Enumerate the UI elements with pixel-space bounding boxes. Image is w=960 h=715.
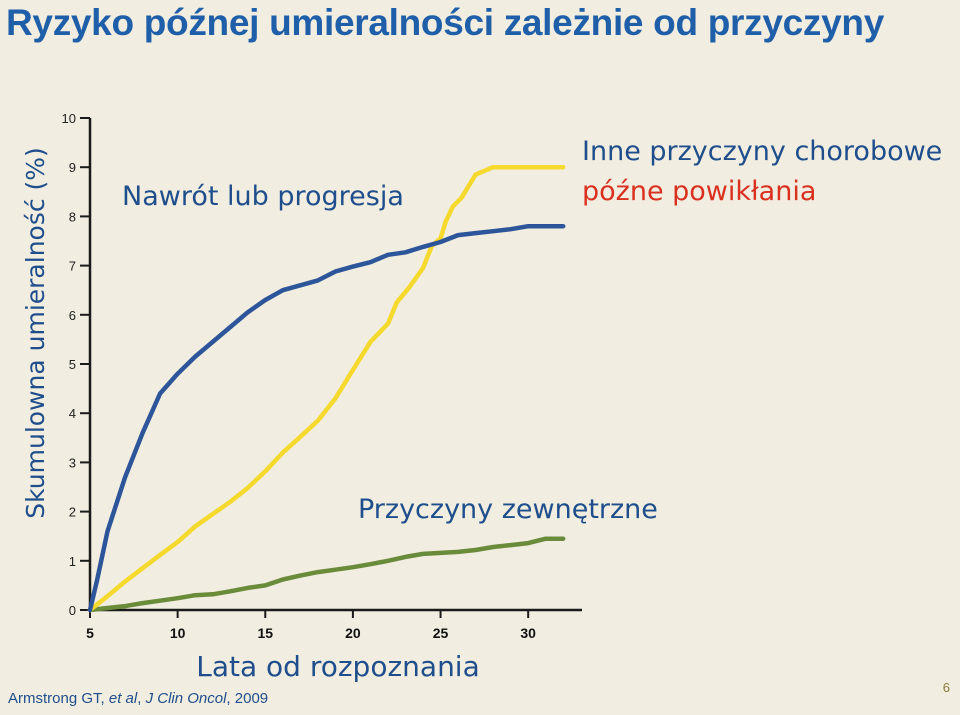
x-tick-label: 30 <box>520 625 536 641</box>
x-axis-label: Lata od rozpoznania <box>196 650 480 683</box>
y-tick-label: 3 <box>69 455 76 470</box>
y-tick-label: 6 <box>69 308 76 323</box>
annotation-przyczyny-zewnetrzne: Przyczyny zewnętrzne <box>358 494 658 525</box>
citation-journal: J Clin Oncol <box>145 690 227 707</box>
y-tick-label: 0 <box>69 603 76 618</box>
ticks: 0 1 2 3 4 5 6 7 8 9 10 5 10 15 20 25 30 <box>62 111 537 641</box>
y-tick-label: 5 <box>69 357 76 372</box>
series-lines <box>87 164 566 613</box>
annotation-pozne-powiklania: późne powikłania <box>582 176 816 207</box>
y-axis-label: Skumulowna umieralność (%) <box>21 147 50 519</box>
y-tick-label: 9 <box>69 160 76 175</box>
annotation-nawrot: Nawrót lub progresja <box>122 181 404 212</box>
x-tick-label: 20 <box>345 625 361 641</box>
citation-year: , 2009 <box>226 690 269 707</box>
x-tick-label: 25 <box>433 625 449 641</box>
citation: Armstrong GT, et al, J Clin Oncol, 2009 <box>8 690 268 707</box>
series-line-0 <box>87 223 566 613</box>
annotation-inne-przyczyny: Inne przyczyny chorobowe <box>582 136 942 167</box>
series-line-2 <box>87 536 566 613</box>
series-line-1 <box>87 164 566 613</box>
citation-sep: , <box>137 690 146 707</box>
page-number: 6 <box>942 680 950 695</box>
citation-etal: et al <box>108 690 138 707</box>
y-tick-label: 1 <box>69 554 76 569</box>
y-tick-label: 8 <box>69 209 76 224</box>
slide-title: Ryzyko późnej umieralności zależnie od p… <box>6 2 884 43</box>
x-tick-label: 15 <box>257 625 273 641</box>
citation-authors: Armstrong GT, <box>8 690 109 707</box>
x-tick-label: 10 <box>170 625 186 641</box>
y-tick-label: 7 <box>69 259 76 274</box>
y-tick-label: 10 <box>62 111 76 126</box>
x-tick-label: 5 <box>86 625 94 641</box>
y-tick-label: 4 <box>69 406 76 421</box>
y-tick-label: 2 <box>69 505 76 520</box>
